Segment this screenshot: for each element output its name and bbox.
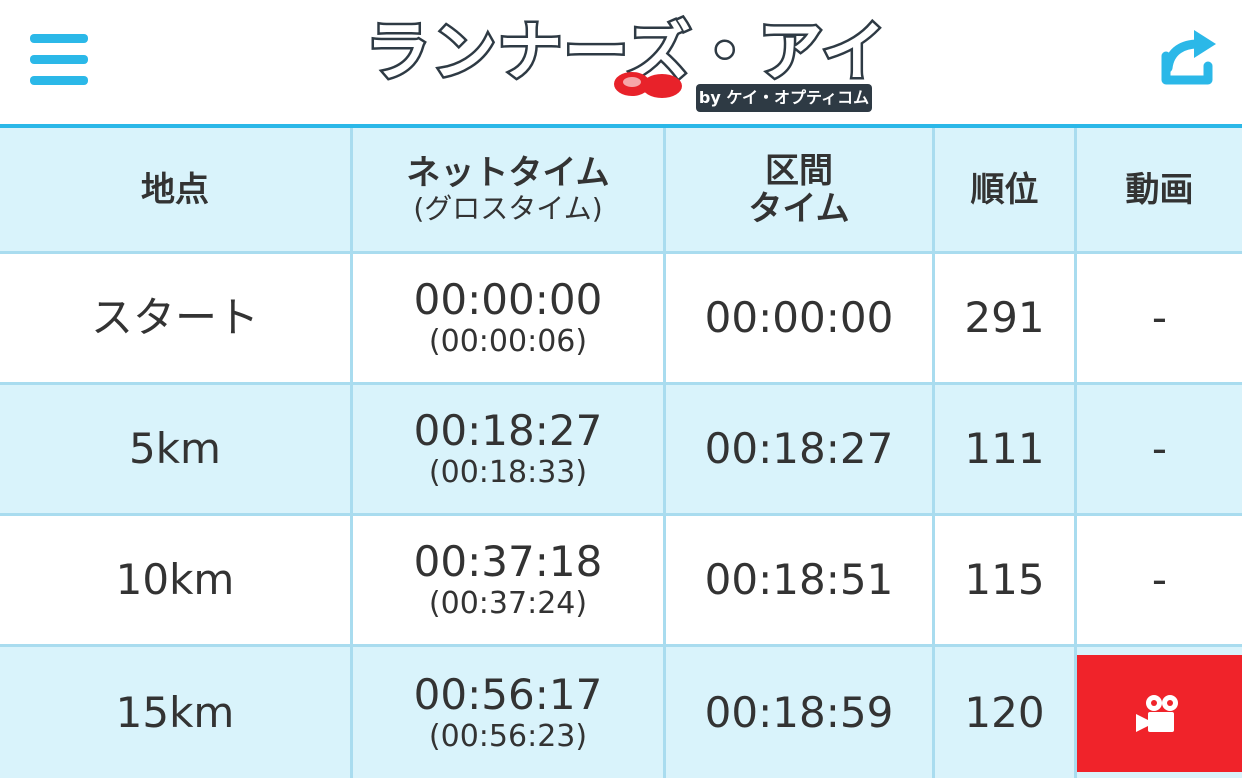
video-camera-icon (1135, 694, 1178, 732)
point-label: スタート (90, 293, 259, 342)
net-time: 00:56:17 (413, 669, 603, 719)
point-label: 15km (115, 687, 235, 737)
menu-button[interactable] (30, 34, 88, 86)
cell-video: - (1077, 385, 1242, 513)
table-row: 10km 00:37:18 (00:37:24) 00:18:51 115 - (0, 516, 1242, 647)
video-play-button[interactable] (1077, 655, 1242, 772)
cell-video: - (1077, 516, 1242, 644)
table-row: 15km 00:56:17 (00:56:23) 00:18:59 120 (0, 647, 1242, 778)
cell-rank: 291 (935, 254, 1077, 382)
table-row: スタート 00:00:00 (00:00:06) 00:00:00 291 - (0, 254, 1242, 385)
split-time: 00:18:51 (704, 555, 894, 604)
gross-time: (00:37:24) (428, 586, 588, 621)
split-time: 00:18:59 (704, 687, 894, 737)
net-time: 00:00:00 (413, 275, 603, 324)
cell-rank: 111 (935, 385, 1077, 513)
cell-rank: 115 (935, 516, 1077, 644)
table-row: 5km 00:18:27 (00:18:33) 00:18:27 111 - (0, 385, 1242, 516)
split-time: 00:00:00 (704, 293, 894, 342)
col-header-split: 区間 タイム (666, 128, 935, 251)
hamburger-icon (30, 34, 88, 43)
point-label: 5km (129, 424, 221, 473)
cell-net-time: 00:18:27 (00:18:33) (353, 385, 666, 513)
net-time: 00:18:27 (413, 406, 603, 455)
col-header-point: 地点 (0, 128, 353, 251)
col-header-split-line2: タイム (748, 188, 850, 229)
video-none: - (1151, 293, 1168, 342)
gross-time: (00:18:33) (428, 455, 588, 490)
cell-net-time: 00:56:17 (00:56:23) (353, 647, 666, 778)
cell-split: 00:18:27 (666, 385, 935, 513)
logo[interactable]: ランナーズ・アイ by ケイ・オプティコム (364, 14, 888, 112)
cell-point: スタート (0, 254, 353, 382)
share-arrow-icon[interactable] (1156, 30, 1218, 90)
cell-point: 10km (0, 516, 353, 644)
col-header-net-label: ネットタイム (406, 152, 610, 193)
hamburger-icon (30, 76, 88, 85)
col-header-video: 動画 (1077, 128, 1242, 251)
video-none: - (1151, 555, 1168, 604)
rank-value: 120 (964, 687, 1045, 737)
cell-split: 00:18:59 (666, 647, 935, 778)
split-time: 00:18:27 (704, 424, 894, 473)
hamburger-icon (30, 55, 88, 64)
col-header-point-label: 地点 (141, 169, 209, 210)
gross-time: (00:56:23) (428, 718, 588, 754)
gross-time: (00:00:06) (428, 324, 588, 359)
cell-video: - (1077, 254, 1242, 382)
cell-split: 00:00:00 (666, 254, 935, 382)
heart-icon (614, 72, 682, 98)
video-none: - (1151, 424, 1168, 473)
cell-rank: 120 (935, 647, 1077, 778)
logo-subtitle: by ケイ・オプティコム (696, 84, 872, 112)
cell-net-time: 00:37:18 (00:37:24) (353, 516, 666, 644)
cell-split: 00:18:51 (666, 516, 935, 644)
cell-point: 15km (0, 647, 353, 778)
col-header-video-label: 動画 (1125, 169, 1194, 210)
results-table: 地点 ネットタイム (グロスタイム) 区間 タイム 順位 動画 スタート 00:… (0, 124, 1242, 778)
col-header-net-time: ネットタイム (グロスタイム) (353, 128, 666, 251)
rank-value: 111 (964, 424, 1045, 473)
col-header-gross-label: (グロスタイム) (413, 191, 603, 225)
point-label: 10km (115, 555, 235, 604)
net-time: 00:37:18 (413, 537, 603, 586)
col-header-rank: 順位 (935, 128, 1077, 251)
rank-value: 115 (964, 555, 1045, 604)
col-header-rank-label: 順位 (970, 169, 1039, 210)
cell-point: 5km (0, 385, 353, 513)
col-header-split-line1: 区間 (765, 150, 833, 191)
cell-net-time: 00:00:00 (00:00:06) (353, 254, 666, 382)
table-header-row: 地点 ネットタイム (グロスタイム) 区間 タイム 順位 動画 (0, 128, 1242, 254)
app-header: ランナーズ・アイ by ケイ・オプティコム (0, 0, 1242, 124)
rank-value: 291 (964, 293, 1045, 342)
